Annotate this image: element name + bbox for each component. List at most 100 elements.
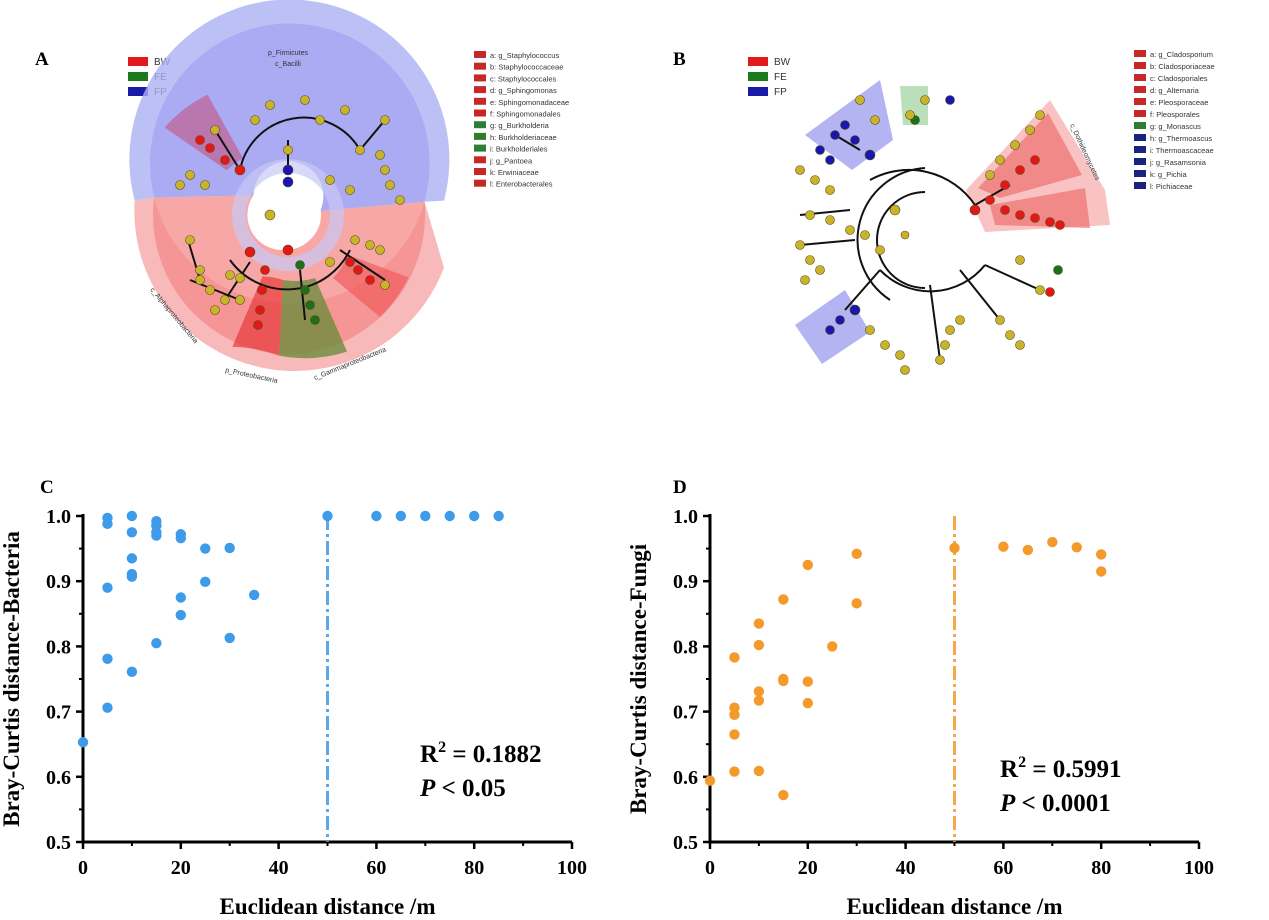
cladogram-node: [353, 265, 363, 275]
cladogram-node: [800, 275, 810, 285]
cladogram-node: [1015, 340, 1025, 350]
data-point: [802, 697, 813, 709]
x-tick-label: 100: [1184, 857, 1214, 879]
legend-label-fe: FE: [774, 72, 787, 83]
taxon-label: j: g_Rasamsonia: [1149, 158, 1207, 167]
bacilli-label: c_Bacilli: [275, 61, 301, 68]
taxon-label: a: g_Staphylococcus: [490, 51, 559, 60]
cladogram-node: [825, 215, 835, 225]
data-point: [175, 532, 186, 544]
cladogram-node: [1005, 330, 1015, 340]
taxon-swatch: [474, 97, 486, 105]
taxon-label: j: g_Pantoea: [489, 156, 533, 165]
cladogram-node: [265, 100, 275, 110]
y-tick-label: 1.0: [673, 506, 698, 528]
data-point: [102, 582, 113, 593]
legend-swatch-fe: [748, 72, 768, 81]
cladogram-node: [365, 240, 375, 250]
taxon-label: f: Sphingomonadales: [490, 110, 561, 119]
taxon-swatch: [474, 179, 486, 187]
legend-swatch-fp: [128, 87, 148, 96]
legend-label-fp: FP: [774, 87, 787, 98]
cladogram-node: [355, 145, 365, 155]
cladogram-node: [205, 143, 215, 153]
data-point: [729, 652, 740, 663]
stat-r-value: = 0.5991: [1026, 756, 1122, 783]
taxon-label: b: Cladosporiaceae: [1150, 62, 1215, 71]
cladogram-node: [1045, 287, 1055, 297]
data-point: [493, 510, 504, 522]
legend-swatch-fe: [128, 72, 148, 81]
cladogram-node: [835, 315, 845, 325]
cladogram-node: [250, 115, 260, 125]
cladosporium-highlight: [978, 113, 1082, 198]
y-tick-label: 0.6: [46, 767, 71, 789]
x-axis-title: Euclidean distance /m: [220, 894, 436, 919]
cladogram-node: [325, 257, 335, 267]
cladogram-node: [1045, 217, 1055, 227]
taxon-swatch: [474, 109, 486, 117]
cladogram-node: [264, 209, 276, 221]
data-point: [704, 775, 716, 786]
x-tick-label: 0: [705, 857, 715, 879]
legend-swatch-fp: [748, 87, 768, 96]
cladogram-node: [350, 235, 360, 245]
cladogram-node: [875, 245, 885, 255]
cladogram-node: [870, 115, 880, 125]
stat-p-letter: P: [999, 790, 1016, 817]
taxon-label: f: Pleosporales: [1150, 110, 1200, 119]
y-tick-label: 0.8: [46, 636, 71, 658]
data-point: [753, 695, 765, 706]
data-point: [1047, 536, 1058, 548]
cladogram-node: [282, 164, 294, 176]
cladogram-node: [805, 255, 815, 265]
cladogram-node: [1015, 165, 1025, 175]
y-tick-label: 0.7: [46, 702, 71, 724]
data-point: [102, 702, 113, 713]
data-point: [778, 594, 789, 605]
data-point: [729, 709, 740, 721]
data-point: [200, 543, 211, 554]
cladogram-node: [900, 365, 910, 375]
cladogram-node: [282, 244, 294, 256]
data-point: [420, 510, 431, 522]
taxon-label: h: g_Thermoascus: [1150, 134, 1212, 143]
data-point: [729, 702, 740, 713]
y-tick-label: 0.5: [46, 832, 71, 854]
stat-r-base: R: [420, 741, 439, 768]
data-point: [371, 510, 382, 522]
data-point: [827, 641, 838, 652]
data-point: [802, 676, 813, 687]
chart-c: 0.5 0.6 0.7 0.8 0.9 1.0 0 20 40 60 80 100 Euclidean …: [0, 506, 587, 919]
data-point: [151, 637, 162, 649]
cladogram-node: [840, 120, 850, 130]
cladogram-node: [955, 315, 965, 325]
taxon-label: i: Burkholderiales: [490, 145, 548, 154]
panel-b-letter: B: [673, 49, 686, 70]
taxon-swatch: [474, 144, 486, 152]
cladogram-node: [920, 95, 930, 105]
x-axis-title: Euclidean distance /m: [847, 894, 1063, 919]
data-point: [802, 559, 813, 571]
taxon-swatch: [474, 132, 486, 140]
x-tick-label: 100: [557, 857, 587, 879]
data-point: [322, 510, 333, 522]
taxon-swatch: [474, 86, 486, 94]
y-tick-label: 0.5: [673, 832, 698, 854]
cladogram-node: [1000, 205, 1010, 215]
y-tick-label: 0.9: [46, 571, 71, 593]
taxon-swatch: [1134, 50, 1146, 57]
data-point: [126, 666, 138, 678]
cladogram-node: [195, 135, 205, 145]
y-tick-label: 0.7: [673, 702, 698, 724]
data-point: [729, 729, 740, 740]
cladogram-node: [255, 305, 265, 315]
cladogram-node: [849, 304, 861, 316]
taxon-label: l: Pichiaceae: [1150, 182, 1193, 191]
cladogram-node: [220, 155, 230, 165]
cladogram-node: [1000, 180, 1010, 190]
cladogram-node: [210, 125, 220, 135]
taxon-swatch: [1134, 74, 1146, 81]
